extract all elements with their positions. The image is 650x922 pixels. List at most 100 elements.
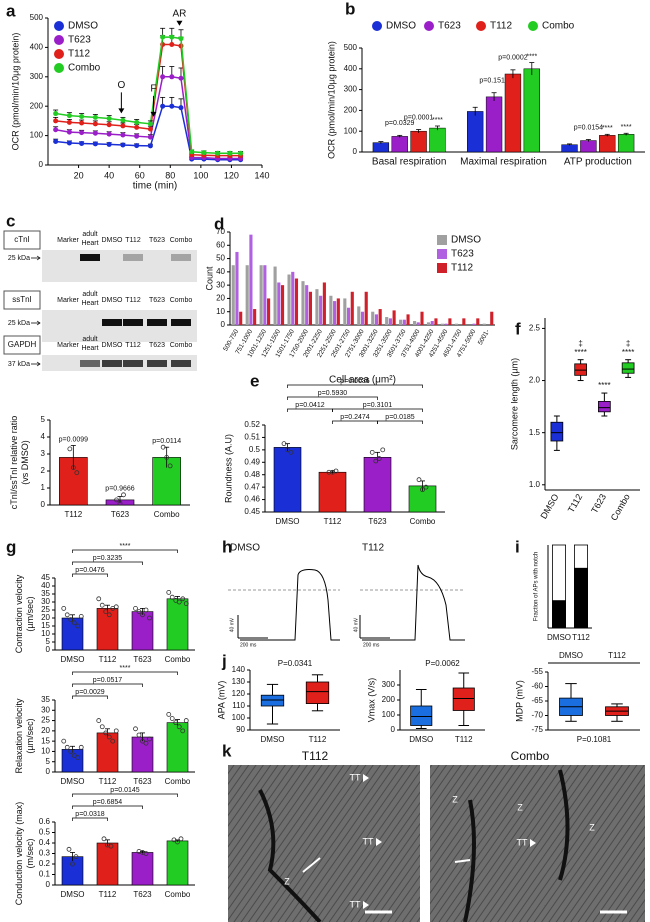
data-point [113,604,119,610]
x-tick-label: Maximal respiration [460,157,547,168]
legend-swatch [437,235,447,245]
x-tick-label: DMSO [61,890,85,899]
y-tick-label: 0.1 [39,870,51,879]
data-point [169,74,175,80]
data-point [114,497,119,503]
data-point [71,620,77,626]
y-tick-label: 1 [41,483,46,492]
data-point [113,728,119,734]
x-tick-label: T623 [133,890,152,899]
data-point [53,138,59,144]
bar [391,136,408,153]
series-line [55,43,241,157]
data-point [178,105,184,111]
y-tick-label: 15 [41,621,50,630]
bar [301,281,305,325]
y-tick-label: 300 [382,680,396,689]
bar [444,323,448,325]
bar [259,265,263,325]
data-point [134,119,140,125]
bracket-label: **** [120,665,131,672]
bar [413,321,417,325]
data-point [99,602,105,608]
bar [416,322,420,325]
y-tick-label: 0.52 [244,420,260,429]
y-tick-label: 30 [41,705,50,714]
sig-label: p=0.0114 [152,438,181,445]
data-point [106,141,112,147]
data-point [147,134,153,140]
y-tick-label: 300 [344,85,358,94]
lane-label: T623 [149,342,165,349]
bar [388,318,392,325]
y-tick-label: 0.5 [39,828,51,837]
bar [476,318,480,325]
bar [561,144,578,153]
x-tick-label: DMSO [539,492,561,520]
y-tick-label: 130 [232,677,246,686]
data-point [416,477,422,483]
bar [322,282,326,325]
x-tick-label: T112 [455,735,473,744]
bracket-label: p=0.3101 [363,402,392,409]
data-point [70,465,76,471]
structure-marker: TT [350,772,361,782]
data-point [160,34,166,40]
data-point [66,129,72,135]
z-line [558,769,570,881]
y-tick-label: 10 [41,747,50,756]
spacing-marker [302,857,321,873]
blot-protein: ssTnI [12,295,32,304]
lane-label: adult [82,291,97,298]
micrographs [228,765,645,922]
blot-band [80,254,100,261]
data-point [164,454,170,460]
data-point [74,470,80,476]
box [410,705,433,726]
bar [371,311,375,325]
legend-swatch [437,249,447,259]
traces [228,564,465,641]
blot-band [123,360,143,367]
data-point [171,837,177,843]
y-axis-label: Count [204,266,214,291]
marker-arrow [31,361,41,367]
annotation-arrowhead [150,111,157,117]
y-tick-label: 120 [232,689,246,698]
bar [485,96,503,153]
x-tick-label: T112 [309,735,327,744]
legend-label: T623 [68,35,91,46]
data-point [176,724,182,730]
blot-label-box [3,290,41,310]
sig-label: ‡ [626,339,630,348]
lane-label: T623 [149,237,165,244]
sig-label: p=0.9666 [105,486,134,493]
y-axis-label: (µm/sec) [25,718,35,753]
data-point [70,861,75,867]
blot-label-box [3,230,41,250]
bar [96,732,119,773]
data-point [285,447,290,453]
structure-marker: Z [589,822,595,832]
y-tick-label: 40 [216,267,225,276]
data-point [99,724,105,730]
data-point [66,113,72,119]
data-point [106,131,112,137]
x-tick-label: T112 [99,777,117,786]
data-point [178,75,184,81]
data-point [147,615,152,621]
data-point [75,623,81,629]
lane-label: T112 [125,297,141,304]
bar [360,311,365,325]
y-tick-label: 110 [232,701,245,710]
y-axis-label: Relaxation velocity [14,698,24,774]
bar [392,310,396,325]
series-line [55,105,241,161]
bracket [287,408,333,412]
data-point [120,117,126,123]
y-axis-label: Vmax (V/s) [366,678,376,723]
data-point [160,74,166,80]
y-tick-label: 0.49 [244,457,260,466]
bar [249,234,253,325]
